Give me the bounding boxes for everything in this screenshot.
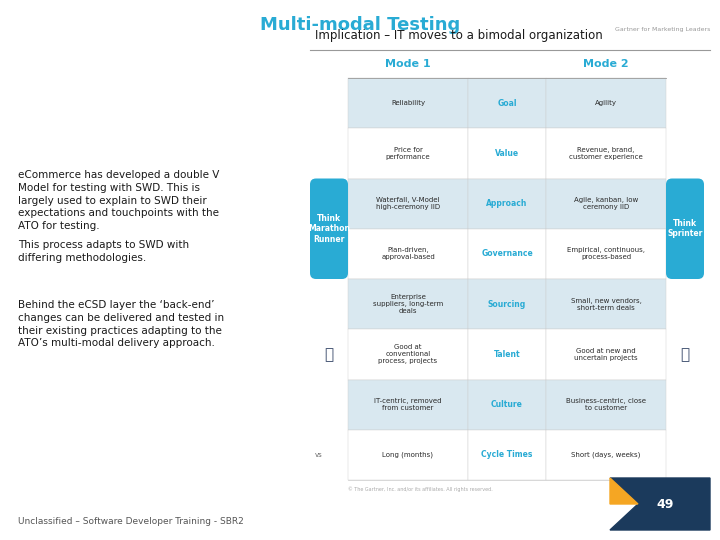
Bar bbox=[348, 430, 468, 480]
Text: Good at new and
uncertain projects: Good at new and uncertain projects bbox=[574, 348, 638, 361]
Text: Unclassified – Software Developer Training - SBR2: Unclassified – Software Developer Traini… bbox=[18, 517, 244, 526]
Text: IT-centric, removed
from customer: IT-centric, removed from customer bbox=[374, 398, 442, 411]
Text: Plan-driven,
approval-based: Plan-driven, approval-based bbox=[381, 247, 435, 260]
Text: Goal: Goal bbox=[498, 99, 517, 107]
Text: Value: Value bbox=[495, 149, 519, 158]
Text: Talent: Talent bbox=[494, 350, 521, 359]
Bar bbox=[468, 430, 546, 480]
Bar bbox=[348, 78, 468, 128]
Bar bbox=[546, 78, 666, 128]
Text: This process adapts to SWD with
differing methodologies.: This process adapts to SWD with differin… bbox=[18, 240, 189, 263]
FancyBboxPatch shape bbox=[310, 179, 348, 279]
Bar bbox=[348, 179, 468, 229]
Text: 🏃: 🏃 bbox=[680, 347, 690, 362]
Text: #2C3E6B: #2C3E6B bbox=[660, 484, 710, 494]
Text: Enterprise
suppliers, long-term
deals: Enterprise suppliers, long-term deals bbox=[373, 294, 443, 314]
Text: Good at
conventional
process, projects: Good at conventional process, projects bbox=[379, 345, 438, 364]
Bar bbox=[468, 279, 546, 329]
Text: Think
Sprinter: Think Sprinter bbox=[667, 219, 703, 239]
Text: Mode 1: Mode 1 bbox=[385, 59, 431, 69]
Text: Behind the eCSD layer the ‘back-end’
changes can be delivered and tested in
thei: Behind the eCSD layer the ‘back-end’ cha… bbox=[18, 300, 224, 348]
Text: Culture: Culture bbox=[491, 400, 523, 409]
Bar bbox=[546, 128, 666, 179]
Text: 🚶: 🚶 bbox=[325, 347, 333, 362]
Text: Business-centric, close
to customer: Business-centric, close to customer bbox=[566, 398, 646, 411]
Bar bbox=[546, 329, 666, 380]
Bar bbox=[546, 229, 666, 279]
Text: Long (months): Long (months) bbox=[382, 451, 433, 458]
Bar bbox=[546, 380, 666, 430]
Text: Cycle Times: Cycle Times bbox=[481, 450, 533, 460]
Text: eCommerce has developed a double V
Model for testing with SWD. This is
largely u: eCommerce has developed a double V Model… bbox=[18, 170, 220, 231]
Text: Agile, kanban, low
ceremony IID: Agile, kanban, low ceremony IID bbox=[574, 197, 638, 210]
Text: 49: 49 bbox=[657, 497, 674, 510]
Text: Implication – IT moves to a bimodal organization: Implication – IT moves to a bimodal orga… bbox=[315, 29, 603, 42]
Text: Price for
performance: Price for performance bbox=[386, 147, 431, 160]
Text: Gartner: Gartner bbox=[667, 484, 710, 494]
Bar bbox=[348, 229, 468, 279]
Text: Gartner for Marketing Leaders: Gartner for Marketing Leaders bbox=[615, 27, 710, 32]
Text: Sourcing: Sourcing bbox=[488, 300, 526, 309]
Text: Waterfall, V-Model
high-ceremony IID: Waterfall, V-Model high-ceremony IID bbox=[376, 197, 440, 210]
Bar bbox=[468, 179, 546, 229]
Text: vs: vs bbox=[315, 452, 323, 458]
FancyBboxPatch shape bbox=[666, 179, 704, 279]
Text: Think
Marathon
Runner: Think Marathon Runner bbox=[308, 214, 350, 244]
Text: © The Gartner, Inc. and/or its affiliates. All rights reserved.: © The Gartner, Inc. and/or its affiliate… bbox=[348, 486, 492, 491]
Polygon shape bbox=[610, 478, 710, 530]
Bar bbox=[546, 179, 666, 229]
Bar bbox=[348, 128, 468, 179]
Text: Short (days, weeks): Short (days, weeks) bbox=[571, 451, 641, 458]
Bar bbox=[546, 279, 666, 329]
Polygon shape bbox=[610, 478, 638, 504]
Bar bbox=[546, 430, 666, 480]
Bar bbox=[348, 380, 468, 430]
Text: Governance: Governance bbox=[481, 249, 533, 258]
Bar bbox=[468, 128, 546, 179]
Bar bbox=[468, 380, 546, 430]
Text: Multi-modal Testing: Multi-modal Testing bbox=[260, 16, 460, 34]
Text: Small, new vendors,
short-term deals: Small, new vendors, short-term deals bbox=[570, 298, 642, 310]
Text: Revenue, brand,
customer experience: Revenue, brand, customer experience bbox=[569, 147, 643, 160]
Bar bbox=[348, 329, 468, 380]
Text: Agility: Agility bbox=[595, 100, 617, 106]
Text: Empirical, continuous,
process-based: Empirical, continuous, process-based bbox=[567, 247, 645, 260]
Text: Mode 2: Mode 2 bbox=[583, 59, 629, 69]
Text: Reliability: Reliability bbox=[391, 100, 425, 106]
Bar bbox=[348, 279, 468, 329]
Text: Approach: Approach bbox=[486, 199, 528, 208]
Bar bbox=[468, 329, 546, 380]
Bar bbox=[468, 78, 546, 128]
Bar bbox=[468, 229, 546, 279]
